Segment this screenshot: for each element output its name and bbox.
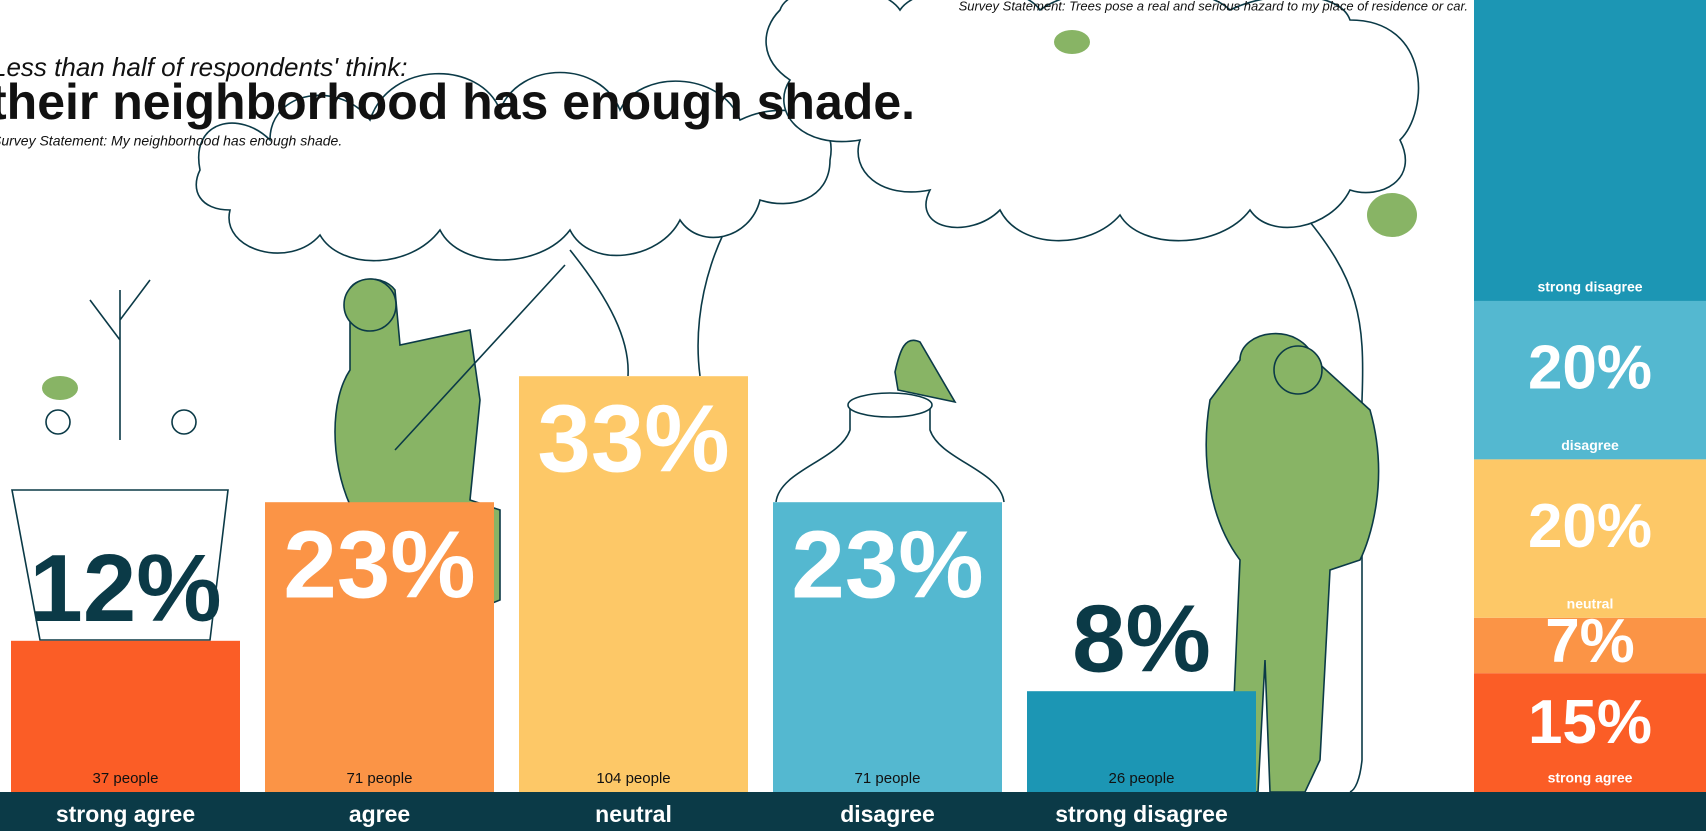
person (1205, 332, 1380, 793)
segment-label: neutral (1567, 595, 1614, 611)
bar (265, 502, 494, 792)
value-label: 8% (1072, 586, 1211, 693)
value-label: 23% (283, 512, 475, 619)
person-head (1273, 345, 1323, 395)
value-label: 12% (29, 535, 221, 642)
bird (894, 339, 957, 404)
planter (11, 489, 229, 641)
chart-marks: 12% 37 people strong agree 23% 71 people agre… (11, 0, 1706, 827)
segment (1474, 673, 1706, 792)
segment-label: disagree (1561, 437, 1619, 453)
shears (394, 264, 566, 451)
segment (1474, 617, 1706, 674)
bird (1054, 30, 1090, 54)
chart-title: their neighborhood has enough shade. (0, 74, 915, 130)
category-label: strong disagree (1055, 801, 1228, 827)
tree-canopy (195, 71, 832, 262)
tree-trunk (1299, 209, 1364, 793)
stump-top (847, 392, 933, 418)
chart-note: Survey Statement: Trees pose a real and … (959, 0, 1468, 13)
tree-canopy (765, 0, 1420, 242)
people-label: 26 people (1109, 770, 1175, 787)
value-label: 7% (1545, 607, 1635, 676)
category-label: neutral (595, 801, 672, 827)
category-label: strong agree (56, 801, 195, 827)
people-label: 71 people (855, 770, 921, 787)
handle (171, 409, 197, 435)
value-label: 23% (791, 512, 983, 619)
bar (11, 640, 240, 792)
stump (775, 405, 1005, 503)
people-label: 37 people (93, 770, 159, 787)
sapling (89, 279, 151, 440)
value-label: 33% (537, 386, 729, 493)
category-label: agree (349, 801, 410, 827)
value-label: 15% (1528, 688, 1652, 757)
segment-label: strong agree (1548, 770, 1633, 786)
chart-note: Survey Statement: My neighborhood has en… (0, 133, 342, 149)
segment (1474, 0, 1706, 301)
squirrel (1367, 193, 1417, 237)
bar (773, 502, 1002, 792)
handle (45, 409, 71, 435)
chart-subtitle: Less than half of respondents' think: (0, 52, 407, 82)
bar (1027, 691, 1256, 792)
segment (1474, 459, 1706, 618)
bird (42, 376, 78, 400)
people-label: 71 people (347, 770, 413, 787)
value-label: 20% (1528, 492, 1652, 561)
bar (519, 376, 748, 792)
footer-band (0, 792, 1706, 831)
gardener-head (343, 278, 397, 332)
segment (1474, 300, 1706, 460)
category-label: disagree (840, 801, 935, 827)
segment-label: strong disagree (1537, 279, 1642, 295)
people-label: 104 people (596, 770, 670, 787)
value-label: 20% (1528, 334, 1652, 403)
